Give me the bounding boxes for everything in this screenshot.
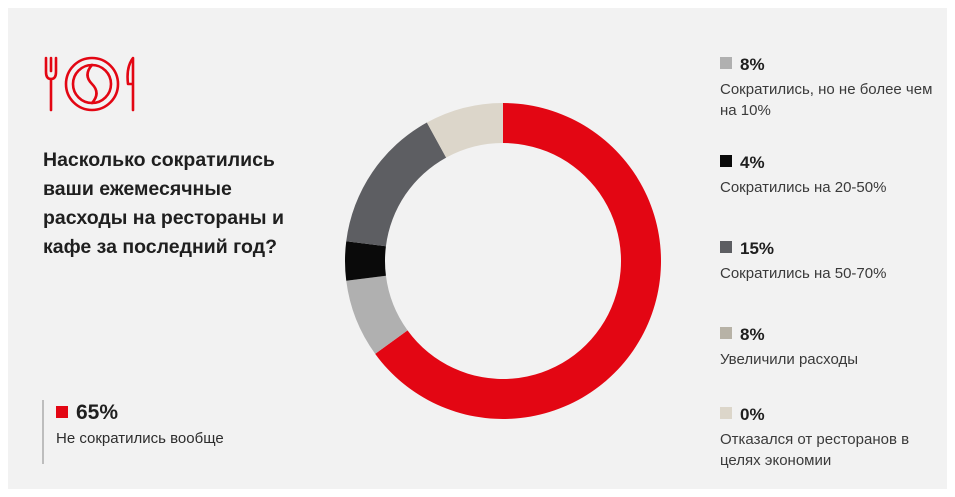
legend-swatch: [720, 241, 732, 253]
legend-value: 8%: [740, 325, 765, 344]
legend-label: Отказался от ресторанов в целях экономии: [720, 431, 910, 469]
legend-item: 8% Сократились, но не более чем на 10%: [720, 54, 950, 121]
legend-value-row: 8%: [720, 324, 950, 346]
main-stat-value-row: 65%: [56, 400, 224, 426]
question-heading: Насколько сократились ваши ежемесячные р…: [43, 149, 284, 258]
legend-item: 0% Отказался от ресторанов в целях эконом…: [720, 404, 950, 471]
donut-chart-svg: [345, 103, 661, 419]
legend-item: 15% Сократились на 50-70%: [720, 238, 950, 284]
legend-swatch: [720, 57, 732, 69]
legend-label: Сократились на 50-70%: [720, 265, 887, 282]
legend-value: 4%: [740, 153, 765, 172]
legend-swatch: [720, 327, 732, 339]
legend-swatch: [720, 155, 732, 167]
legend-value-row: 8%: [720, 54, 950, 76]
infographic-card: Насколько сократились ваши ежемесячные р…: [8, 8, 947, 489]
main-stat: 65% Не сократились вообще: [42, 400, 224, 464]
main-stat-value: 65%: [76, 401, 119, 424]
main-stat-label: Не сократились вообще: [56, 430, 224, 447]
legend-item: 4% Сократились на 20-50%: [720, 152, 950, 198]
donut-chart: [338, 96, 668, 426]
legend-value: 15%: [740, 239, 775, 258]
main-stat-swatch: [56, 406, 68, 418]
donut-slice-1: [346, 275, 408, 354]
legend-value-row: 0%: [720, 404, 950, 426]
donut-slice-4: [426, 103, 503, 158]
legend-label: Сократились на 20-50%: [720, 179, 887, 196]
legend-value-row: 15%: [720, 238, 950, 260]
donut-slice-3: [346, 122, 447, 247]
legend-label: Увеличили расходы: [720, 351, 859, 368]
legend-value: 0%: [740, 405, 765, 424]
fork-plate-knife-icon: [40, 54, 144, 114]
donut-slice-2: [345, 241, 386, 281]
legend-item: 8% Увеличили расходы: [720, 324, 950, 370]
legend-label: Сократились, но не более чем на 10%: [720, 81, 933, 119]
legend-value-row: 4%: [720, 152, 950, 174]
legend-swatch: [720, 407, 732, 419]
legend-value: 8%: [740, 55, 765, 74]
